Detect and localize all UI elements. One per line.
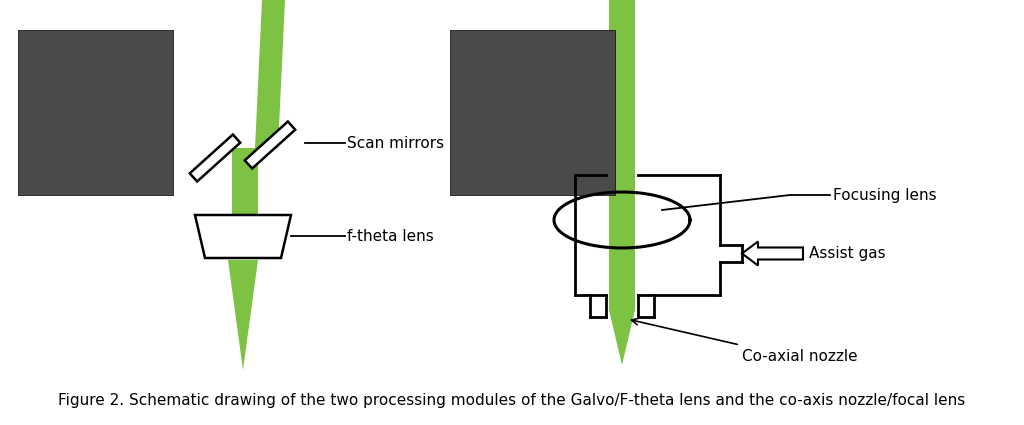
Polygon shape — [232, 148, 258, 258]
Text: Focusing lens: Focusing lens — [833, 187, 937, 202]
Polygon shape — [609, 310, 635, 365]
Text: f-theta lens: f-theta lens — [347, 229, 434, 244]
Polygon shape — [609, 0, 635, 310]
Text: Figure 2. Schematic drawing of the two processing modules of the Galvo/F-theta l: Figure 2. Schematic drawing of the two p… — [58, 393, 966, 408]
Text: Assist gas: Assist gas — [809, 246, 886, 261]
Polygon shape — [255, 0, 285, 148]
Bar — [450, 30, 615, 195]
Polygon shape — [742, 241, 803, 266]
Polygon shape — [189, 134, 241, 181]
Polygon shape — [245, 122, 295, 168]
Bar — [18, 30, 173, 195]
Text: Scan mirrors: Scan mirrors — [347, 136, 444, 150]
Text: Co-axial nozzle: Co-axial nozzle — [742, 349, 858, 364]
Polygon shape — [195, 215, 291, 258]
Polygon shape — [228, 260, 258, 370]
